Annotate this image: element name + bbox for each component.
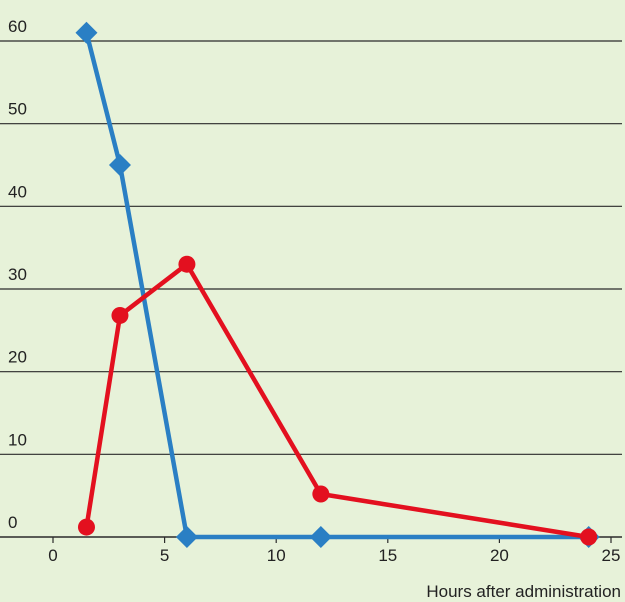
x-tick-label-5: 5 — [160, 546, 169, 565]
y-tick-label-60: 60 — [8, 17, 27, 36]
x-tick-label-20: 20 — [490, 546, 509, 565]
y-tick-labels: 0 10 20 30 40 50 60 — [8, 17, 27, 532]
series-1 — [75, 21, 600, 548]
y-tick-label-0: 0 — [8, 513, 17, 532]
y-tick-label-10: 10 — [8, 430, 27, 449]
series-2-point-3 — [178, 255, 196, 273]
x-tick-label-10: 10 — [267, 546, 286, 565]
series-layer — [75, 21, 600, 548]
series-2-point-2 — [111, 306, 129, 324]
y-tick-label-30: 30 — [8, 265, 27, 284]
x-tick-label-15: 15 — [378, 546, 397, 565]
x-axis: 0 5 10 15 20 25 — [0, 536, 622, 565]
series-1-point-1 — [75, 21, 98, 44]
series-2 — [77, 255, 598, 546]
y-tick-label-50: 50 — [8, 100, 27, 119]
x-axis-title: Hours after administration — [426, 582, 621, 601]
series-1-point-4 — [309, 526, 332, 548]
series-2-point-5 — [580, 528, 598, 546]
series-1-point-3 — [175, 526, 198, 548]
series-2-point-1 — [77, 518, 95, 536]
y-tick-label-40: 40 — [8, 182, 27, 201]
series-1-point-2 — [108, 154, 131, 176]
y-tick-label-20: 20 — [8, 348, 27, 367]
gridlines — [0, 40, 622, 455]
series-2-point-4 — [312, 485, 330, 503]
x-tick-label-25: 25 — [602, 546, 621, 565]
x-tick-label-0: 0 — [48, 546, 57, 565]
